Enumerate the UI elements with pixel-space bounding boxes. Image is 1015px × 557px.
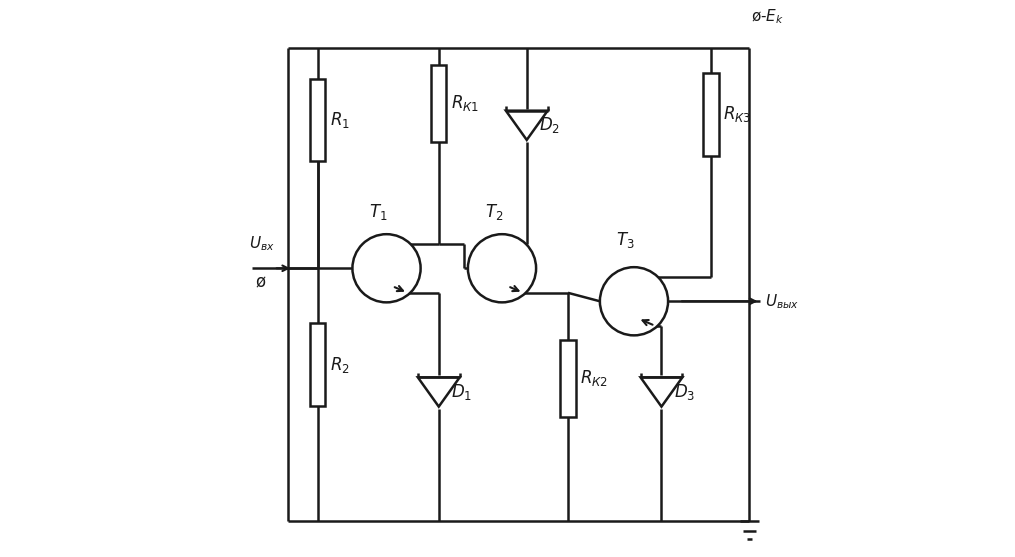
Text: $T_3$: $T_3$: [616, 229, 635, 250]
Text: $R_{К1}$: $R_{К1}$: [451, 94, 479, 113]
Text: $R_{К3}$: $R_{К3}$: [723, 104, 751, 124]
Circle shape: [600, 267, 668, 335]
Text: $T_2$: $T_2$: [484, 202, 503, 222]
Text: $U_{вых}$: $U_{вых}$: [765, 292, 799, 311]
Text: $R_2$: $R_2$: [330, 354, 350, 374]
Bar: [560, 340, 576, 417]
Text: ø-$E_k$: ø-$E_k$: [750, 8, 784, 26]
Text: $R_1$: $R_1$: [330, 110, 350, 130]
Circle shape: [468, 234, 536, 302]
Text: $D_2$: $D_2$: [539, 115, 560, 135]
Text: $T_1$: $T_1$: [369, 202, 388, 222]
Bar: [311, 323, 326, 405]
Circle shape: [352, 234, 420, 302]
Text: ø: ø: [255, 273, 265, 291]
Bar: [431, 65, 447, 142]
Text: $D_3$: $D_3$: [674, 382, 695, 402]
Text: $U_{вх}$: $U_{вх}$: [249, 234, 275, 253]
Bar: [311, 79, 326, 161]
Bar: [703, 73, 719, 155]
Text: $R_{К2}$: $R_{К2}$: [581, 368, 608, 388]
Text: $D_1$: $D_1$: [451, 382, 472, 402]
